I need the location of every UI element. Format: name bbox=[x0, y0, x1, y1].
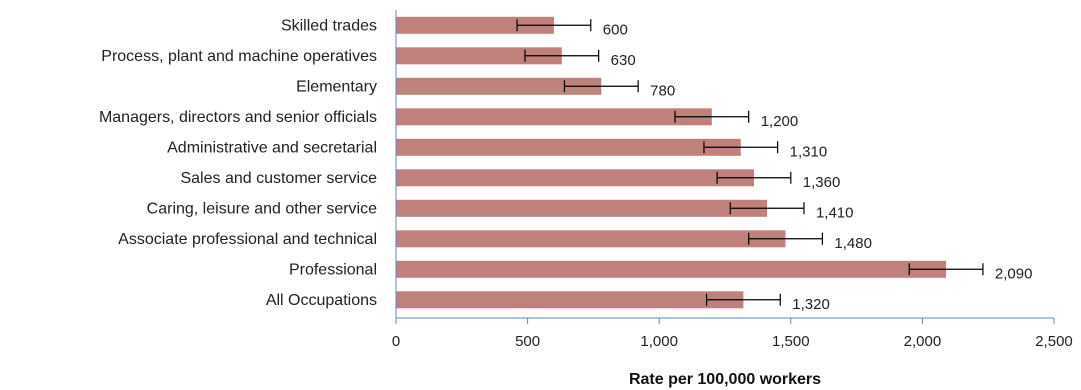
x-tick-label: 2,000 bbox=[904, 333, 942, 350]
bar bbox=[396, 200, 767, 217]
category-label: Managers, directors and senior officials bbox=[99, 109, 377, 126]
data-label: 1,320 bbox=[792, 296, 830, 313]
bar bbox=[396, 169, 754, 186]
category-label: Sales and customer service bbox=[180, 170, 377, 187]
x-tick-label: 500 bbox=[515, 333, 540, 350]
data-label: 1,200 bbox=[761, 113, 799, 130]
x-tick-label: 2,500 bbox=[1035, 333, 1073, 350]
category-labels: Skilled trades Process, plant and machine… bbox=[99, 17, 377, 309]
bar bbox=[396, 108, 712, 125]
data-label: 2,090 bbox=[995, 265, 1033, 282]
category-label: Professional bbox=[289, 261, 377, 278]
bar bbox=[396, 139, 741, 156]
category-label: Administrative and secretarial bbox=[167, 139, 377, 156]
data-label: 1,410 bbox=[816, 204, 854, 221]
x-tick-label: 1,500 bbox=[772, 333, 810, 350]
bar bbox=[396, 230, 786, 247]
bars-layer bbox=[396, 17, 946, 309]
category-label: Elementary bbox=[296, 78, 377, 95]
category-label: Caring, leisure and other service bbox=[147, 200, 377, 217]
x-axis-title: Rate per 100,000 workers bbox=[629, 371, 821, 388]
category-label: Process, plant and machine operatives bbox=[101, 48, 377, 65]
bar bbox=[396, 291, 743, 308]
x-tick-label: 0 bbox=[392, 333, 400, 350]
data-label: 630 bbox=[611, 52, 636, 69]
data-label: 1,310 bbox=[790, 143, 828, 160]
data-label: 1,360 bbox=[803, 174, 841, 191]
category-label: Skilled trades bbox=[281, 17, 377, 34]
category-label: Associate professional and technical bbox=[118, 231, 377, 248]
x-tick-label: 1,000 bbox=[640, 333, 678, 350]
data-label: 1,480 bbox=[834, 235, 872, 252]
data-label: 600 bbox=[603, 21, 628, 38]
data-label: 780 bbox=[650, 82, 675, 99]
category-label: All Occupations bbox=[266, 292, 377, 309]
bar bbox=[396, 261, 946, 278]
